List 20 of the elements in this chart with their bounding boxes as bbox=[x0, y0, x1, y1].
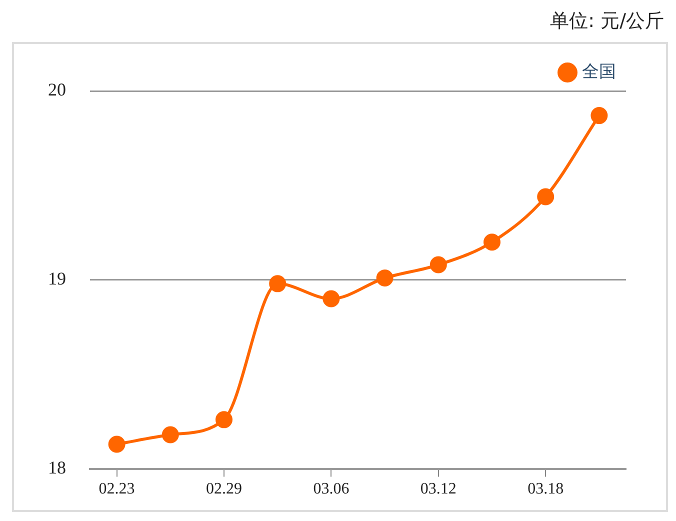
point bbox=[430, 256, 447, 274]
x-tick-label: 03.12 bbox=[420, 480, 456, 498]
x-tick-label: 02.23 bbox=[98, 480, 135, 498]
point bbox=[376, 270, 394, 287]
text: 单位: 元/公斤 bbox=[549, 9, 665, 34]
point bbox=[322, 290, 340, 308]
point bbox=[216, 411, 232, 428]
point bbox=[537, 188, 554, 206]
point bbox=[269, 275, 286, 292]
x-tick-label: 03.06 bbox=[313, 480, 350, 498]
legend-label: 全国 bbox=[582, 62, 616, 82]
x-tick-label: 03.18 bbox=[528, 480, 564, 498]
y-tick-label: 20 bbox=[48, 80, 66, 100]
y-tick-label: 19 bbox=[48, 268, 66, 289]
point bbox=[590, 107, 608, 124]
point bbox=[162, 426, 179, 444]
x-tick-label: 02.29 bbox=[206, 480, 242, 498]
point bbox=[484, 234, 500, 251]
point bbox=[108, 436, 126, 453]
y-tick-label: 18 bbox=[48, 458, 66, 478]
